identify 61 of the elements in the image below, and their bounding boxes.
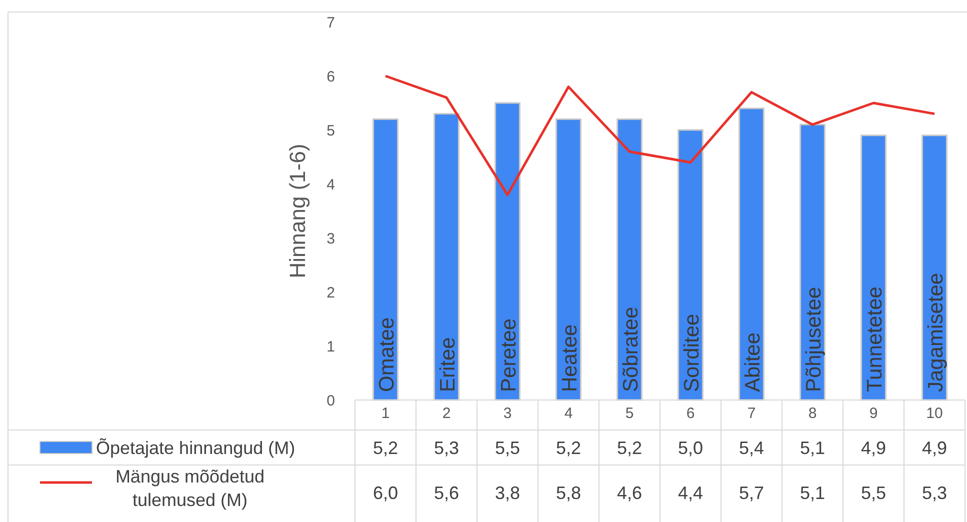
bar bbox=[800, 124, 826, 401]
y-tick-label: 6 bbox=[326, 68, 335, 86]
y-tick-label: 4 bbox=[326, 176, 335, 194]
data-label: 3,8 bbox=[494, 482, 520, 503]
annotation: Põhjusetee bbox=[802, 286, 826, 392]
legend-label: Õpetajate hinnangud (M) bbox=[96, 438, 296, 458]
bar bbox=[372, 118, 398, 401]
data-label: 5,2 bbox=[556, 438, 582, 458]
bar bbox=[616, 118, 642, 401]
data-label: 5,6 bbox=[434, 482, 460, 503]
data-label: 5,5 bbox=[494, 438, 520, 458]
x-tick-label: 10 bbox=[926, 405, 943, 422]
x-tick-label: 8 bbox=[808, 405, 817, 422]
x-tick-label: 4 bbox=[564, 405, 573, 422]
annotation: Heatee bbox=[558, 324, 582, 392]
data-label: 4,4 bbox=[678, 482, 704, 503]
bar bbox=[494, 102, 520, 401]
x-tick-label: 6 bbox=[686, 405, 695, 422]
data-label: 4,6 bbox=[616, 482, 642, 503]
data-label: 5,0 bbox=[678, 438, 704, 458]
annotation: Omatee bbox=[376, 317, 398, 392]
y-tick-label: 7 bbox=[326, 14, 335, 32]
x-tick-label: 9 bbox=[869, 405, 878, 422]
y-tick-label: 5 bbox=[326, 122, 335, 140]
y-tick-label: 2 bbox=[326, 284, 335, 302]
data-label: 5,3 bbox=[434, 438, 460, 458]
data-label: 5,4 bbox=[738, 438, 764, 458]
data-label: 5,3 bbox=[922, 482, 948, 503]
data-label: 5,2 bbox=[616, 438, 642, 458]
y-tick-label: 3 bbox=[326, 230, 335, 248]
annotation: Tunnetetee bbox=[864, 286, 886, 392]
y-axis-title: Hinnang (1-6) bbox=[285, 144, 310, 278]
bar bbox=[678, 129, 704, 401]
annotation: Abitee bbox=[742, 332, 764, 392]
bar bbox=[556, 118, 582, 401]
bar bbox=[860, 134, 886, 401]
annotation: Eritee bbox=[436, 337, 460, 392]
data-label: 5,8 bbox=[556, 482, 582, 503]
data-label: 5,1 bbox=[800, 438, 826, 458]
annotation: Sorditee bbox=[680, 314, 704, 392]
y-tick-label: 1 bbox=[326, 338, 335, 356]
data-label: 4,9 bbox=[860, 438, 886, 458]
data-label: 4,9 bbox=[922, 438, 948, 458]
x-tick-label: 2 bbox=[442, 405, 451, 422]
bar bbox=[434, 113, 460, 401]
annotation: Peretee bbox=[498, 318, 520, 392]
y-tick-label: 0 bbox=[326, 392, 335, 410]
data-label: 5,7 bbox=[738, 482, 764, 503]
bar bbox=[738, 108, 764, 401]
data-label: 5,1 bbox=[800, 482, 826, 503]
annotation: Jagamisetee bbox=[924, 272, 948, 392]
line-series bbox=[384, 74, 936, 196]
x-tick-label: 3 bbox=[503, 405, 512, 422]
data-label: 5,2 bbox=[372, 438, 398, 458]
annotation: Sõbratee bbox=[620, 306, 642, 392]
legend-label: Mängus mõõdetud tulemused (M) bbox=[115, 466, 265, 510]
data-label: 5,5 bbox=[860, 482, 886, 503]
data-label: 6,0 bbox=[372, 482, 398, 503]
x-tick-label: 7 bbox=[747, 405, 756, 422]
x-tick-label: 1 bbox=[381, 405, 390, 422]
x-tick-label: 5 bbox=[625, 405, 634, 422]
